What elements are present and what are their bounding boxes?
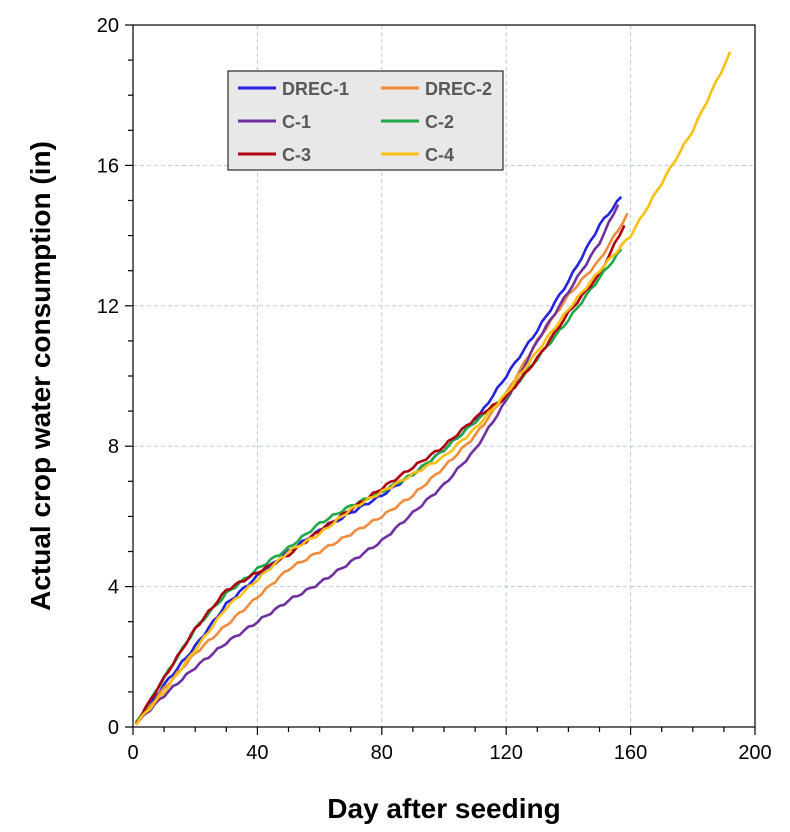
y-tick-label: 0 [108, 717, 119, 739]
x-tick-label: 40 [246, 742, 268, 764]
legend-label: C-4 [425, 145, 454, 165]
series-lines [134, 51, 732, 726]
x-tick-label: 80 [371, 742, 393, 764]
x-axis-title: Day after seeding [327, 793, 560, 824]
legend: DREC-1 DREC-2 C-1 C-2 C-3 C-4 [227, 70, 504, 171]
legend-label: C-2 [425, 112, 454, 132]
series-line-drec-1 [135, 195, 623, 723]
series-line-c-1 [135, 204, 620, 726]
y-tick-label: 20 [97, 15, 119, 37]
y-axis-title: Actual crop water consumption (in) [25, 141, 56, 611]
legend-label: DREC-1 [282, 79, 349, 99]
x-tick-label: 160 [614, 742, 647, 764]
y-tick-label: 16 [97, 155, 119, 177]
axis-ticks [125, 24, 756, 735]
y-tick-label: 12 [97, 296, 119, 318]
x-tick-label: 120 [490, 742, 523, 764]
y-tick-labels: 0 4 8 12 16 20 [97, 15, 119, 739]
x-tick-label: 0 [127, 742, 138, 764]
legend-label: DREC-2 [425, 79, 492, 99]
x-tick-label: 200 [738, 742, 771, 764]
legend-label: C-3 [282, 145, 311, 165]
grid [133, 25, 755, 727]
series-line-c-3 [135, 224, 626, 725]
y-tick-label: 4 [108, 577, 119, 599]
y-tick-label: 8 [108, 436, 119, 458]
legend-label: C-1 [282, 112, 311, 132]
series-line-c-4 [134, 51, 732, 726]
x-tick-labels: 0 40 80 120 160 200 [127, 742, 771, 764]
